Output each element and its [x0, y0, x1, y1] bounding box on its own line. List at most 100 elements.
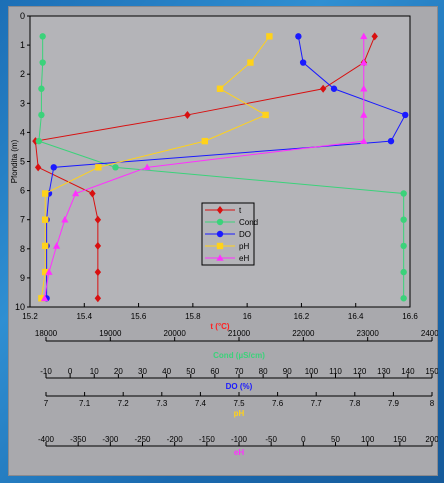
- data-point-eh: [40, 294, 49, 302]
- x-tick-label: 18000: [35, 329, 58, 338]
- data-point-ph: [42, 242, 49, 250]
- x-tick-label: -10: [40, 367, 52, 376]
- y-axis-label: Pfondita (m): [10, 139, 19, 183]
- x-tick-label: -350: [70, 435, 87, 444]
- legend-label: eH: [239, 254, 249, 263]
- data-point-do: [295, 33, 302, 40]
- x-tick-label: 19000: [99, 329, 122, 338]
- data-point-eh: [360, 58, 368, 66]
- x-tick-label: 16: [243, 312, 252, 321]
- data-point-eh: [53, 242, 61, 249]
- x-tick-label: -300: [102, 435, 119, 444]
- legend-item: eH: [205, 254, 249, 263]
- data-point-do: [330, 85, 338, 92]
- y-tick-label: 5: [20, 157, 25, 167]
- data-point-ph: [216, 85, 224, 92]
- x-tick-label: 16.6: [402, 312, 418, 321]
- x-tick-label: -400: [38, 435, 55, 444]
- data-point-t: [94, 294, 102, 303]
- x-tick-label: 0: [301, 435, 306, 444]
- data-point-eh: [360, 32, 368, 40]
- x-tick-label: 70: [235, 367, 244, 376]
- data-point-t: [371, 32, 378, 41]
- data-point-cond: [39, 59, 46, 66]
- x-tick-label: 60: [210, 367, 219, 376]
- data-point-eh: [360, 84, 368, 92]
- y-tick-label: 6: [20, 186, 25, 196]
- x-tick-label: 7.2: [118, 399, 130, 408]
- x-tick-label: 7: [44, 399, 49, 408]
- data-point-t: [319, 84, 327, 93]
- legend-swatch-marker: [216, 254, 224, 261]
- x-axis-title: DO (%): [226, 382, 253, 391]
- x-tick-label: 20000: [164, 329, 187, 338]
- data-point-cond: [35, 137, 43, 145]
- x-tick-label: 50: [331, 435, 340, 444]
- x-tick-label: -50: [265, 435, 277, 444]
- legend-item: DO: [205, 230, 251, 239]
- y-tick-label: 3: [20, 98, 25, 108]
- x-tick-label: 16.4: [348, 312, 364, 321]
- x-tick-label: 10: [90, 367, 99, 376]
- data-point-eh: [72, 189, 80, 197]
- data-point-eh: [45, 268, 53, 275]
- data-point-cond: [400, 216, 407, 223]
- data-point-ph: [38, 295, 45, 302]
- data-point-do: [50, 164, 57, 171]
- x-axes: 15.2 15.4 15.6 15.8 16 16.2 16.4 16.6t (°C)1800…: [22, 303, 444, 457]
- plot-layer: [32, 32, 409, 303]
- chart-panel: 0 1 2 3 4 5 6 7 8 9 10 Pfondita (m) 15.2 15.4 15.6 15.…: [8, 6, 444, 476]
- data-point-ph: [95, 164, 102, 171]
- y-tick-label: 9: [20, 273, 25, 283]
- x-tick-label: 8: [430, 399, 435, 408]
- y-tick-label: 10: [15, 302, 25, 312]
- y-tick-label: 2: [20, 69, 25, 79]
- x-tick-label: 7.6: [272, 399, 284, 408]
- data-point-ph: [247, 59, 254, 66]
- y-tick-label: 1: [20, 40, 25, 50]
- x-tick-label: 7.7: [311, 399, 323, 408]
- data-point-cond: [400, 190, 407, 197]
- data-point-cond: [400, 268, 407, 276]
- data-point-ph: [42, 268, 49, 276]
- legend-label: Cond: [239, 218, 258, 227]
- x-tick-label: 7.9: [388, 399, 400, 408]
- x-axis-cond: 18000 19000 20000 21000 22000 23000 24000 Cond …: [35, 329, 444, 360]
- x-tick-label: 22000: [292, 329, 315, 338]
- legend-item: t: [205, 206, 242, 215]
- x-tick-label: 7.8: [349, 399, 361, 408]
- legend-label: t: [239, 206, 242, 215]
- x-tick-label: 80: [259, 367, 268, 376]
- legend-item: pH: [205, 242, 249, 251]
- data-point-t: [184, 110, 191, 119]
- x-tick-label: 15.2: [22, 312, 38, 321]
- x-tick-label: 50: [186, 367, 195, 376]
- y-tick-label: 4: [20, 127, 25, 137]
- depth-axis: 0 1 2 3 4 5 6 7 8 9 10 Pfondita (m): [10, 11, 30, 312]
- x-tick-label: 100: [361, 435, 375, 444]
- data-point-t: [94, 268, 102, 277]
- data-point-cond: [400, 295, 407, 302]
- data-point-do: [299, 59, 307, 66]
- data-point-eh: [360, 111, 368, 118]
- y-tick-label: 7: [20, 215, 25, 225]
- x-tick-label: 7.3: [156, 399, 168, 408]
- x-tick-label: -150: [199, 435, 216, 444]
- x-axis-title: pH: [234, 409, 245, 418]
- x-tick-label: 15.4: [76, 312, 92, 321]
- x-axis-do: -10 0 10 20 30 40 50 60 70 80 90 100 110 120 130 140 150…: [40, 367, 439, 391]
- data-point-eh: [143, 163, 151, 171]
- x-tick-label: 200: [425, 435, 438, 444]
- legend-swatch-marker: [216, 218, 224, 226]
- data-point-t: [94, 241, 102, 250]
- x-axis-eh: -400 -350 -300 -250 -200 -150 -100 -50 0 50 100 150…: [38, 435, 439, 457]
- x-tick-label: 7.5: [233, 399, 245, 408]
- data-point-cond: [112, 164, 119, 171]
- x-tick-label: 7.4: [195, 399, 207, 408]
- x-axis-ph: 7 7.1 7.2 7.3 7.4 7.5 7.6 7.7 7.8 7.9 8 pH: [44, 392, 435, 418]
- data-point-ph: [42, 190, 49, 197]
- data-point-eh: [61, 215, 69, 223]
- x-tick-label: -250: [134, 435, 151, 444]
- x-tick-label: 140: [401, 367, 415, 376]
